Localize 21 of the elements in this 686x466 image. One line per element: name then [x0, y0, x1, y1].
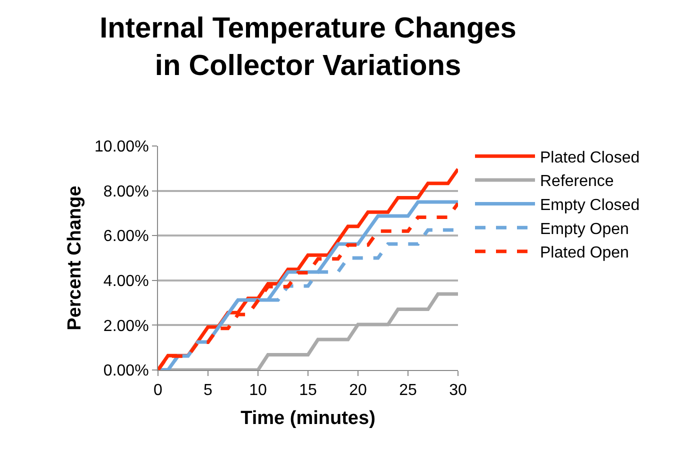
x-tick-label: 25: [399, 382, 417, 400]
y-tick-label: 10.00%: [94, 138, 149, 156]
x-axis-title: Time (minutes): [240, 408, 376, 429]
x-tick-label: 20: [349, 382, 367, 400]
y-tick-label: 2.00%: [103, 318, 149, 335]
y-tick-label: 4.00%: [103, 273, 149, 290]
y-axis-title: Percent Change: [64, 186, 86, 330]
legend-label: Plated Closed: [540, 149, 640, 166]
x-tick-label: 0: [154, 382, 163, 400]
y-tick-label: 6.00%: [103, 228, 149, 246]
x-tick-label: 30: [449, 382, 467, 400]
x-tick-label: 5: [204, 382, 213, 400]
legend-label: Empty Closed: [540, 197, 640, 214]
legend-label: Plated Open: [540, 244, 629, 262]
legend-label: Empty Open: [540, 220, 629, 238]
chart-title: Internal Temperature Changes in Collector Variations: [100, 12, 516, 82]
x-tick-label: 10: [249, 382, 267, 400]
legend-label: Reference: [540, 173, 614, 190]
y-tick-label: 8.00%: [103, 183, 149, 200]
y-tick-label: 0.00%: [103, 362, 149, 380]
x-tick-label: 15: [299, 382, 317, 400]
